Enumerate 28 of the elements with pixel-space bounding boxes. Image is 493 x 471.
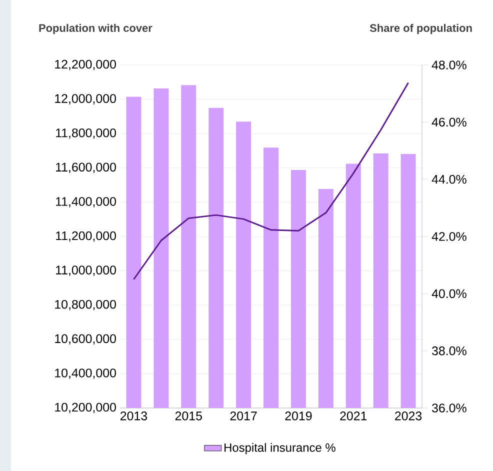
- y-tick-label: 11,800,000: [56, 128, 116, 139]
- y-tick-label: 11,600,000: [56, 162, 116, 174]
- y2-tick-label: 48.0%: [432, 60, 466, 70]
- y2-tick-label: 38.0%: [432, 346, 466, 356]
- x-tick-label: 2019: [285, 412, 312, 420]
- x-tick-label: 2013: [120, 412, 148, 420]
- y2-tick-label: 46.0%: [432, 118, 466, 127]
- y-tick-label: 10,800,000: [55, 300, 116, 310]
- y-tick-label: 10,200,000: [55, 402, 116, 414]
- y-tick-label: 11,200,000: [56, 231, 116, 242]
- y-tick-label: 12,000,000: [55, 94, 116, 104]
- x-tick-label: 2021: [340, 412, 367, 420]
- y-tick-label: 10,600,000: [55, 334, 116, 345]
- y-tick-label: 11,000,000: [56, 266, 116, 276]
- y2-axis-title: Share of population: [370, 24, 472, 34]
- y-tick-label: 12,200,000: [55, 60, 116, 70]
- y2-tick-label: 44.0%: [432, 174, 466, 184]
- y-axis-title: Population with cover: [39, 24, 152, 34]
- y-tick-label: 11,400,000: [56, 197, 116, 208]
- x-tick-label: 2023: [395, 412, 422, 420]
- line-series: [132, 82, 410, 280]
- x-tick-label: 2015: [175, 412, 202, 420]
- legend-label: Hospital insurance %: [224, 443, 336, 454]
- x-tick-label: 2017: [230, 412, 257, 420]
- y2-tick-label: 36.0%: [432, 404, 466, 412]
- y-tick-label: 10,400,000: [55, 368, 116, 379]
- y2-tick-label: 42.0%: [432, 232, 466, 241]
- y2-tick-label: 40.0%: [432, 289, 466, 298]
